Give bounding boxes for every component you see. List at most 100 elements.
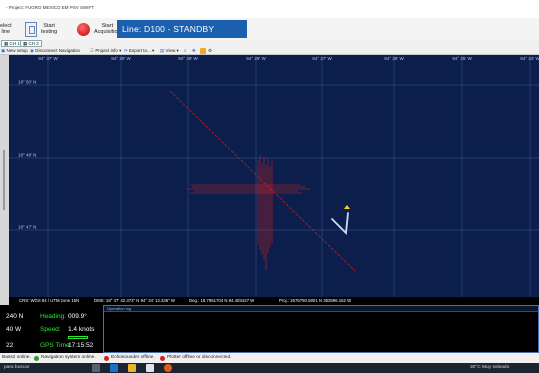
view-menu[interactable]: ▤ View ▾ [160, 48, 179, 54]
highlight-tool-icon[interactable] [200, 48, 206, 54]
longitude-label: 94° 37' W [38, 56, 58, 61]
longitude-label: 94° 24' W [520, 56, 539, 61]
status-plotter-text: Plotter offline or disconnected. [167, 355, 232, 360]
status-bar: Bass2 online. Navigation system online. … [0, 353, 539, 363]
project-info-menu[interactable]: ☰ Project info ▾ [90, 48, 121, 54]
weather-readout: 30°C Muy soleado [470, 365, 510, 370]
tab-ch1-label: CH 1 [9, 41, 20, 46]
survey-lines-horizontal [188, 184, 310, 194]
start-acquisition-label-1: Start [101, 23, 114, 29]
row3-value: 22 [6, 342, 14, 349]
view-icon: ▤ [160, 48, 165, 53]
speed-gauge [68, 336, 88, 339]
latitude-labels: 18° 50' N 18° 48' N 18° 47' N [18, 80, 36, 230]
speed-label: Speed: [40, 326, 61, 333]
position-north-value: 240 N [6, 313, 24, 320]
info-panel: 240 N Heading: 009.9° 40 W Speed: 1.4 kn… [0, 305, 539, 353]
window-title: - Project: FUGRO MEXICO EM PSV SWIFT [0, 0, 539, 18]
position-west-value: 40 W [6, 326, 22, 333]
export-label: Export to... ▾ [129, 48, 155, 53]
longitude-label: 94° 29' W [178, 56, 198, 61]
latitude-label: 18° 47' N [18, 225, 36, 230]
latitude-label: 18° 50' N [18, 80, 36, 85]
acquisition-toolbar: elect line Start testing Start Acquisition … [0, 18, 539, 40]
vessel-icon [344, 205, 350, 209]
select-line-button[interactable]: elect line [0, 20, 22, 38]
app-icon[interactable] [164, 364, 172, 372]
error-icon [104, 355, 109, 361]
status-echosounder-text: Echosounder offline. [111, 355, 155, 360]
operation-log-title: Operation log [104, 306, 538, 312]
gps-time-label: GPS Time: [40, 342, 72, 349]
heading-value: 009.9° [68, 313, 87, 320]
longitude-label: 94° 30' W [111, 56, 131, 61]
error-icon [160, 355, 165, 361]
tab-ch2[interactable]: ▦ CH 2 [20, 40, 42, 47]
deg-readout: Deg.: 18.7951704 N 94.403427 W [189, 298, 255, 303]
project-info-icon: ☰ [90, 48, 95, 53]
zoom-icon[interactable]: ⌕ [184, 48, 187, 53]
file-explorer-icon[interactable] [128, 364, 136, 372]
navigation-toolbar: ▣ New setup ◉ Disconnect Navigation ☰ Pr… [0, 47, 539, 55]
planned-line-diagonal [169, 90, 356, 272]
select-line-label-2: line [1, 29, 11, 35]
export-menu[interactable]: ⟳ Export to... ▾ [124, 48, 154, 54]
longitude-label: 94° 27' W [312, 56, 332, 61]
testing-icon [25, 21, 37, 37]
start-testing-button[interactable]: Start testing [25, 20, 75, 38]
status-bass2: Bass2 online. [2, 355, 31, 361]
start-acquisition-button[interactable]: Start Acquisition [77, 20, 121, 38]
splitter-handle[interactable] [3, 150, 5, 210]
longitude-label: 94° 25' W [452, 56, 472, 61]
heading-label: Heading: [40, 313, 67, 320]
new-setup-button[interactable]: ▣ New setup [1, 48, 28, 54]
line-status-banner: Line: D100 - STANDBY [117, 20, 247, 38]
channel-tabs: ▦ CH 1 ▦ CH 2 [0, 40, 539, 47]
coordinate-bar: CRS: WGS 84 / UTM zone 15N DMS: 18° 47' … [9, 297, 539, 305]
map-canvas: 94° 37' W 94° 30' W 94° 29' W 94° 28' W 94° … [9, 55, 539, 305]
task-view-icon[interactable] [92, 364, 100, 372]
status-plotter: Plotter offline or disconnected. [160, 355, 231, 361]
os-taskbar: para buscar 30°C Muy soleado [0, 363, 539, 373]
new-setup-label: New setup [6, 48, 28, 53]
view-label: View ▾ [165, 48, 179, 53]
longitude-labels: 94° 37' W 94° 30' W 94° 29' W 94° 28' W 94° … [38, 56, 539, 61]
start-acquisition-label-2: Acquisition [94, 29, 121, 35]
speed-value: 1.4 knots [68, 326, 95, 333]
start-testing-label-1: Start [43, 23, 55, 29]
export-icon: ⟳ [124, 48, 128, 53]
survey-map[interactable]: 94° 37' W 94° 30' W 94° 29' W 94° 28' W 94° … [0, 55, 539, 305]
navigation-readout-panel: 240 N Heading: 009.9° 40 W Speed: 1.4 kn… [0, 305, 100, 353]
status-navigation: Navigation system online. [34, 355, 96, 361]
map-grid [9, 55, 539, 305]
new-setup-icon: ▣ [1, 48, 6, 53]
tab-ch2-label: CH 2 [28, 41, 39, 46]
latitude-label: 18° 48' N [18, 153, 36, 158]
taskbar-search[interactable]: para buscar [4, 365, 30, 370]
store-icon[interactable] [146, 364, 154, 372]
proj-readout: Proj.: 2676750.5801 N 352896.152 W [279, 298, 352, 303]
ok-icon [34, 355, 39, 361]
gps-time-value: 17:15:52 [68, 342, 94, 349]
vessel-track [331, 212, 349, 235]
operation-log-panel[interactable]: Operation log [103, 305, 539, 353]
disconnect-navigation-button[interactable]: ◉ Disconnect Navigation [30, 48, 80, 54]
dms-readout: DMS: 18° 47' 42.373" N 94° 34' 12.336" W [94, 298, 175, 303]
status-echosounder: Echosounder offline. [104, 355, 155, 361]
status-navigation-text: Navigation system online. [41, 355, 96, 360]
disconnect-navigation-label: Disconnect Navigation [35, 48, 80, 53]
longitude-label: 94° 28' W [246, 56, 266, 61]
edge-browser-icon[interactable] [110, 364, 118, 372]
pan-icon[interactable]: ✥ [192, 48, 196, 53]
status-bass2-text: Bass2 online. [2, 355, 31, 360]
record-icon [77, 22, 90, 36]
settings-icon[interactable]: ⚙ [208, 48, 213, 53]
survey-lines-vertical [257, 155, 273, 270]
project-info-label: Project info ▾ [95, 48, 122, 53]
select-line-label-1: elect [0, 23, 12, 29]
start-testing-label-2: testing [41, 29, 58, 35]
disconnect-icon: ◉ [30, 48, 34, 53]
left-panel-splitter[interactable] [0, 55, 9, 305]
longitude-label: 94° 26' W [384, 56, 404, 61]
crs-readout: CRS: WGS 84 / UTM zone 15N [19, 298, 80, 303]
